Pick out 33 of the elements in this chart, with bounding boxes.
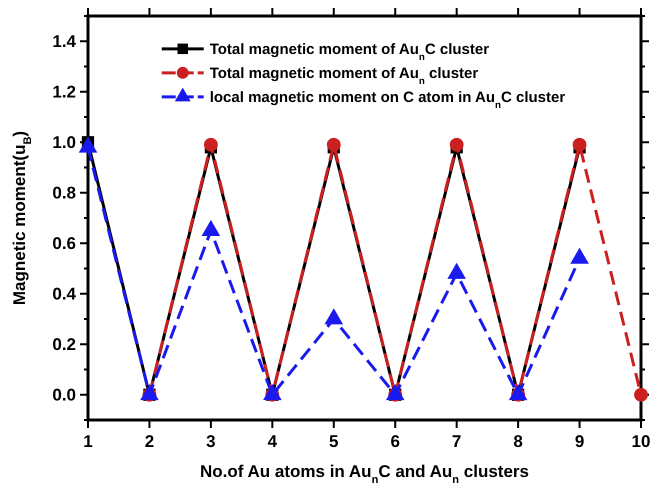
x-tick-label: 7: [452, 432, 462, 451]
point: [450, 138, 464, 152]
y-tick-label: 0.4: [52, 284, 77, 304]
y-tick-label: 0.0: [52, 386, 76, 405]
x-tick-label: 2: [144, 432, 154, 451]
y-tick-label: 1.4: [52, 32, 77, 52]
legend-label: Total magnetic moment of Au$_{n}$C cluster: [210, 41, 490, 63]
x-tick-label: 10: [632, 432, 650, 451]
x-tick-label: 8: [513, 432, 523, 451]
point: [324, 308, 344, 324]
point: [140, 384, 159, 400]
y-tick-label: 1.2: [52, 82, 76, 102]
y-tick-label: 0.8: [52, 184, 76, 203]
point: [447, 262, 466, 279]
x-tick-label: 4: [268, 432, 278, 451]
point: [572, 138, 586, 152]
point: [204, 138, 218, 152]
x-tick-label: 1: [83, 432, 93, 451]
legend-label: Total magnetic moment of Au$_{n}$ cluster: [210, 65, 478, 87]
legend-label: local magnetic moment on C atom in Au$_{n}$C cluster: [210, 89, 566, 111]
point: [386, 384, 405, 400]
point: [508, 384, 528, 400]
point: [570, 248, 589, 264]
x-tick-label: 6: [390, 432, 400, 451]
x-axis-title: No.of Au atoms in Au$_{n}$C and Au$_{n}$ clusters: [200, 462, 529, 486]
point: [263, 384, 282, 400]
x-tick-label: 5: [329, 432, 339, 451]
y-tick-label: 0.6: [52, 234, 76, 254]
y-tick-label: 0.2: [52, 335, 76, 354]
point: [326, 138, 341, 152]
x-tick-label: 9: [574, 432, 584, 451]
y-tick-label: 1.0: [52, 133, 76, 152]
x-tick-label: 3: [206, 432, 216, 451]
